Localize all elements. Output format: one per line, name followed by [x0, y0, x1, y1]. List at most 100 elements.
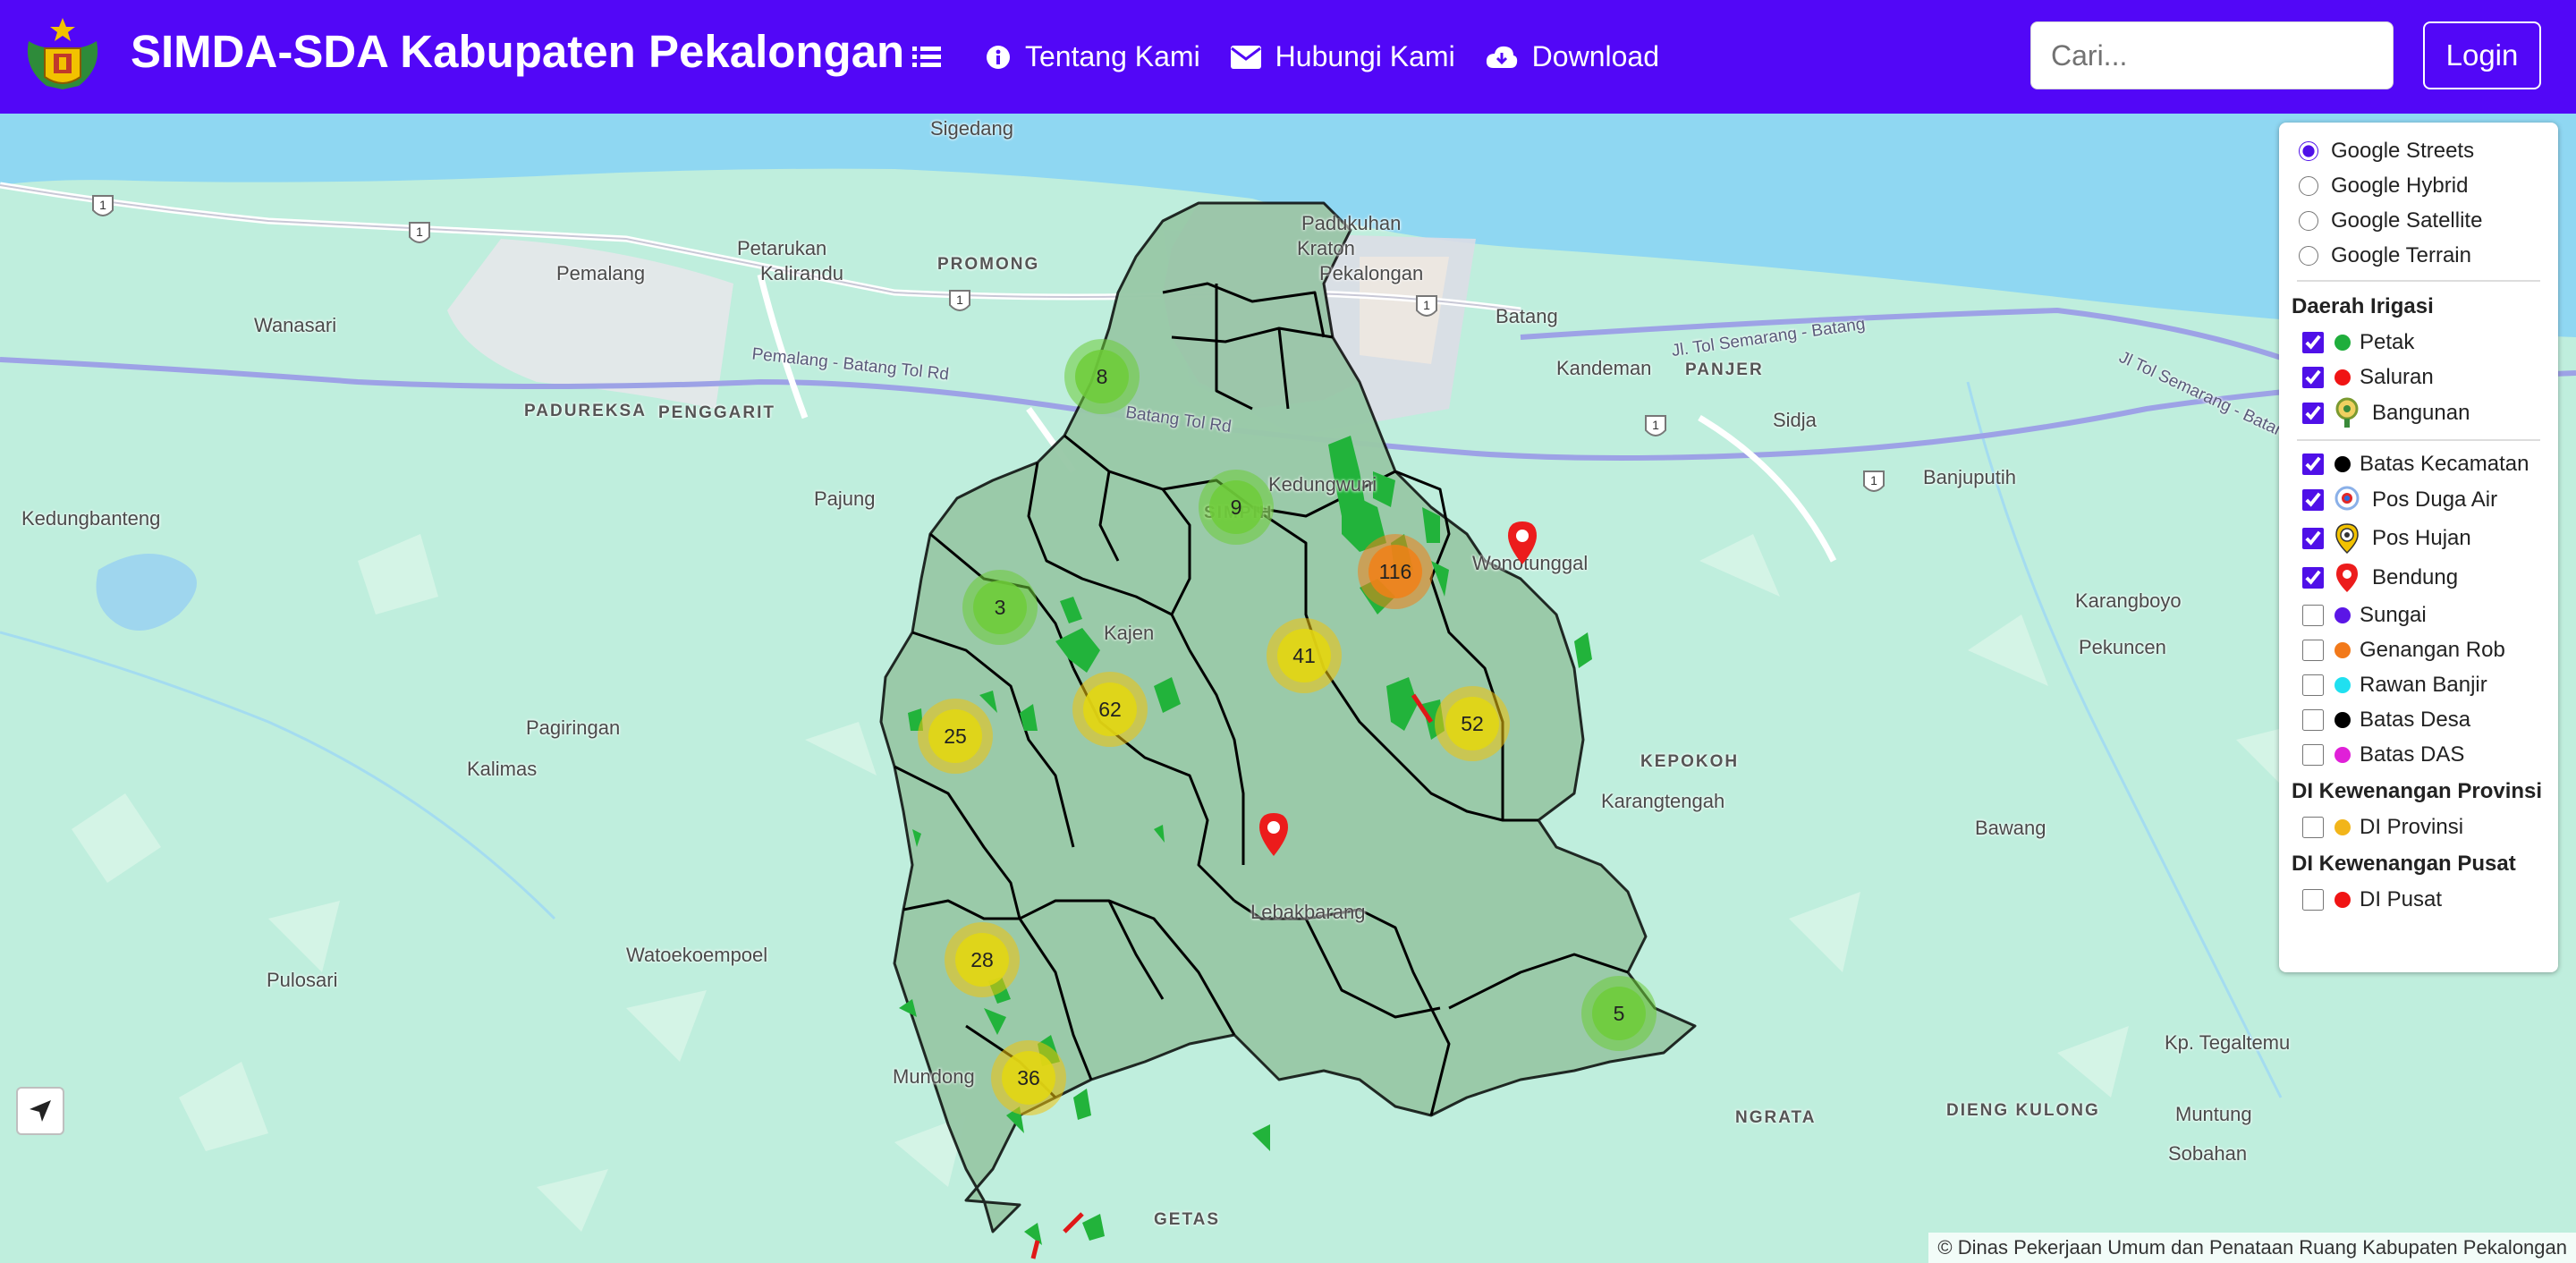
app-title[interactable]: SIMDA-SDA Kabupaten Pekalongan [131, 26, 905, 77]
highway-shield-icon: 1 [409, 222, 430, 243]
layer-checkbox[interactable] [2302, 743, 2324, 766]
layer-label: Batas Desa [2360, 707, 2471, 732]
layer-checkbox[interactable] [2302, 604, 2324, 626]
basemap-radio[interactable] [2299, 245, 2318, 266]
layer-option-rawan-banjir[interactable]: Rawan Banjir [2290, 667, 2547, 702]
layer-checkbox[interactable] [2302, 708, 2324, 731]
place-label: NGRATA [1735, 1108, 1817, 1127]
layer-label: DI Pusat [2360, 886, 2443, 911]
layer-option-batas-kecamatan[interactable]: Batas Kecamatan [2290, 446, 2547, 481]
place-label: Pekuncen [2079, 636, 2166, 658]
marker-cluster[interactable]: 25 [918, 699, 993, 774]
basemap-option[interactable]: Google Satellite [2290, 203, 2547, 238]
layer-option-genangan-rob[interactable]: Genangan Rob [2290, 632, 2547, 667]
cluster-count: 28 [955, 933, 1009, 987]
layer-checkbox[interactable] [2302, 567, 2324, 589]
layer-option-petak[interactable]: Petak [2290, 325, 2547, 360]
highway-shield-icon: 1 [92, 195, 114, 216]
marker-cluster[interactable]: 62 [1072, 672, 1148, 747]
layer-option-pos-hujan[interactable]: Pos Hujan [2290, 519, 2547, 558]
cluster-count: 25 [928, 709, 982, 763]
nav-hubungi-kami-label: Hubungi Kami [1275, 40, 1455, 72]
search-input[interactable] [2030, 21, 2394, 89]
layer-control-panel: Google Streets Google Hybrid Google Sate… [2279, 123, 2558, 972]
place-label: Watoekoempoel [626, 944, 768, 966]
basemap-option[interactable]: Google Hybrid [2290, 168, 2547, 203]
saluran-legend-dot [2334, 369, 2351, 386]
layer-option-bangunan[interactable]: Bangunan [2290, 394, 2547, 432]
layer-label: Sungai [2360, 602, 2427, 627]
nav-hubungi-kami[interactable]: Hubungi Kami [1230, 40, 1455, 73]
place-label: PADUREKSA [524, 402, 647, 420]
bendung-marker-icon[interactable] [1258, 811, 1290, 858]
basemap-label: Google Terrain [2331, 242, 2471, 267]
nav-menu-list[interactable] [912, 45, 955, 70]
layer-option-di-pusat[interactable]: DI Pusat [2290, 882, 2547, 917]
marker-cluster[interactable]: 36 [991, 1040, 1066, 1115]
layer-checkbox[interactable] [2302, 331, 2324, 353]
layer-checkbox[interactable] [2302, 639, 2324, 661]
cluster-count: 62 [1083, 682, 1137, 736]
marker-cluster[interactable]: 41 [1267, 618, 1342, 693]
marker-cluster[interactable]: 9 [1199, 470, 1274, 545]
layer-checkbox[interactable] [2302, 453, 2324, 475]
nav-tentang-kami-label: Tentang Kami [1025, 40, 1200, 72]
layer-option-pos-duga-air[interactable]: Pos Duga Air [2290, 481, 2547, 519]
layer-option-saluran[interactable]: Saluran [2290, 360, 2547, 394]
basemap-radio[interactable] [2299, 140, 2318, 161]
layer-checkbox[interactable] [2302, 489, 2324, 511]
divider [2297, 439, 2540, 441]
map-canvas[interactable]: Sigedang Padukuhan Kraton Pekalongan Pet… [0, 114, 2576, 1263]
layer-checkbox[interactable] [2302, 528, 2324, 549]
section-title-pusat: DI Kewenangan Pusat [2292, 852, 2516, 876]
layer-label: Pos Duga Air [2372, 487, 2498, 512]
highway-shield-label: 1 [1652, 418, 1659, 432]
place-label: Pulosari [267, 969, 338, 991]
bendung-marker-icon[interactable] [1506, 520, 1538, 566]
layer-checkbox[interactable] [2302, 366, 2324, 388]
basemap-radio[interactable] [2299, 175, 2318, 196]
batas-das-legend-dot [2334, 746, 2351, 763]
layer-option-di-provinsi[interactable]: DI Provinsi [2290, 810, 2547, 844]
locate-me-button[interactable] [16, 1087, 64, 1135]
place-label: Kalimas [467, 758, 538, 780]
divider [2297, 280, 2540, 282]
basemap-option[interactable]: Google Terrain [2290, 238, 2547, 273]
basemap-radio[interactable] [2299, 210, 2318, 231]
marker-cluster[interactable]: 52 [1435, 686, 1510, 761]
layer-checkbox[interactable] [2302, 816, 2324, 838]
nav-tentang-kami[interactable]: Tentang Kami [986, 40, 1200, 73]
layer-option-batas-das[interactable]: Batas DAS [2290, 737, 2547, 772]
layer-label: Saluran [2360, 364, 2434, 389]
layer-checkbox[interactable] [2302, 888, 2324, 911]
marker-cluster[interactable]: 5 [1581, 976, 1657, 1051]
marker-cluster[interactable]: 3 [962, 570, 1038, 645]
highway-shield-label: 1 [1423, 298, 1430, 312]
layer-label: DI Provinsi [2360, 814, 2464, 839]
place-label: Karangtengah [1601, 790, 1725, 812]
place-label: Kalirandu [760, 262, 843, 284]
bendung-icon [2336, 564, 2358, 592]
marker-cluster[interactable]: 116 [1358, 534, 1433, 609]
layer-option-bendung[interactable]: Bendung [2290, 558, 2547, 598]
map-attribution: © Dinas Pekerjaan Umum dan Penataan Ruan… [1928, 1233, 2576, 1263]
basemap-option[interactable]: Google Streets [2290, 133, 2547, 168]
kabupaten-logo[interactable] [20, 14, 106, 91]
marker-cluster[interactable]: 8 [1064, 339, 1140, 414]
marker-cluster[interactable]: 28 [945, 922, 1020, 997]
section-title-irigasi: Daerah Irigasi [2292, 294, 2434, 318]
layer-option-sungai[interactable]: Sungai [2290, 598, 2547, 632]
layer-checkbox[interactable] [2302, 674, 2324, 696]
layer-label: Rawan Banjir [2360, 672, 2487, 697]
layer-checkbox[interactable] [2302, 403, 2324, 424]
place-label: Kraton [1297, 237, 1355, 259]
place-label: Wonotunggal [1472, 552, 1589, 574]
layer-option-batas-desa[interactable]: Batas Desa [2290, 702, 2547, 737]
place-label: Padukuhan [1301, 212, 1402, 234]
login-button[interactable]: Login [2423, 21, 2541, 89]
batas-kecamatan-legend-dot [2334, 455, 2351, 472]
highway-shield-label: 1 [956, 292, 963, 307]
nav-download[interactable]: Download [1486, 40, 1659, 73]
cluster-count: 9 [1209, 480, 1263, 534]
place-label: PENGGARIT [658, 403, 775, 422]
